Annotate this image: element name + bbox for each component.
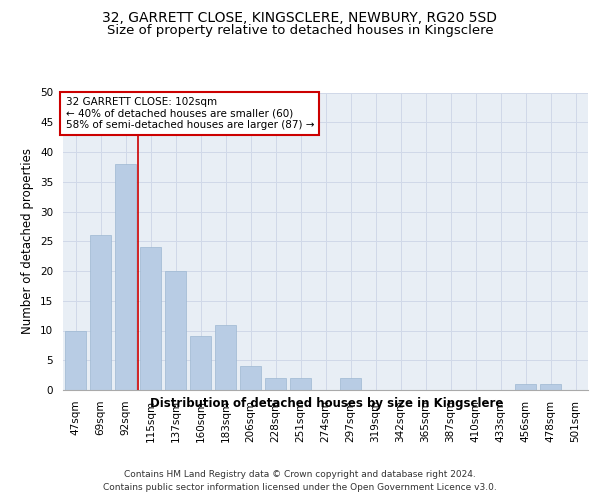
Bar [140,247,161,390]
Bar [65,330,86,390]
Bar [265,378,286,390]
Bar [115,164,136,390]
Y-axis label: Number of detached properties: Number of detached properties [22,148,34,334]
Bar [290,378,311,390]
Bar [340,378,361,390]
Bar [515,384,536,390]
Text: 32, GARRETT CLOSE, KINGSCLERE, NEWBURY, RG20 5SD: 32, GARRETT CLOSE, KINGSCLERE, NEWBURY, … [103,11,497,25]
Bar [240,366,261,390]
Text: Distribution of detached houses by size in Kingsclere: Distribution of detached houses by size … [151,398,503,410]
Bar [165,271,186,390]
Bar [540,384,561,390]
Bar [190,336,211,390]
Text: 32 GARRETT CLOSE: 102sqm
← 40% of detached houses are smaller (60)
58% of semi-d: 32 GARRETT CLOSE: 102sqm ← 40% of detach… [65,97,314,130]
Text: Size of property relative to detached houses in Kingsclere: Size of property relative to detached ho… [107,24,493,37]
Bar [215,324,236,390]
Bar [90,236,111,390]
Text: Contains HM Land Registry data © Crown copyright and database right 2024.
Contai: Contains HM Land Registry data © Crown c… [103,470,497,492]
